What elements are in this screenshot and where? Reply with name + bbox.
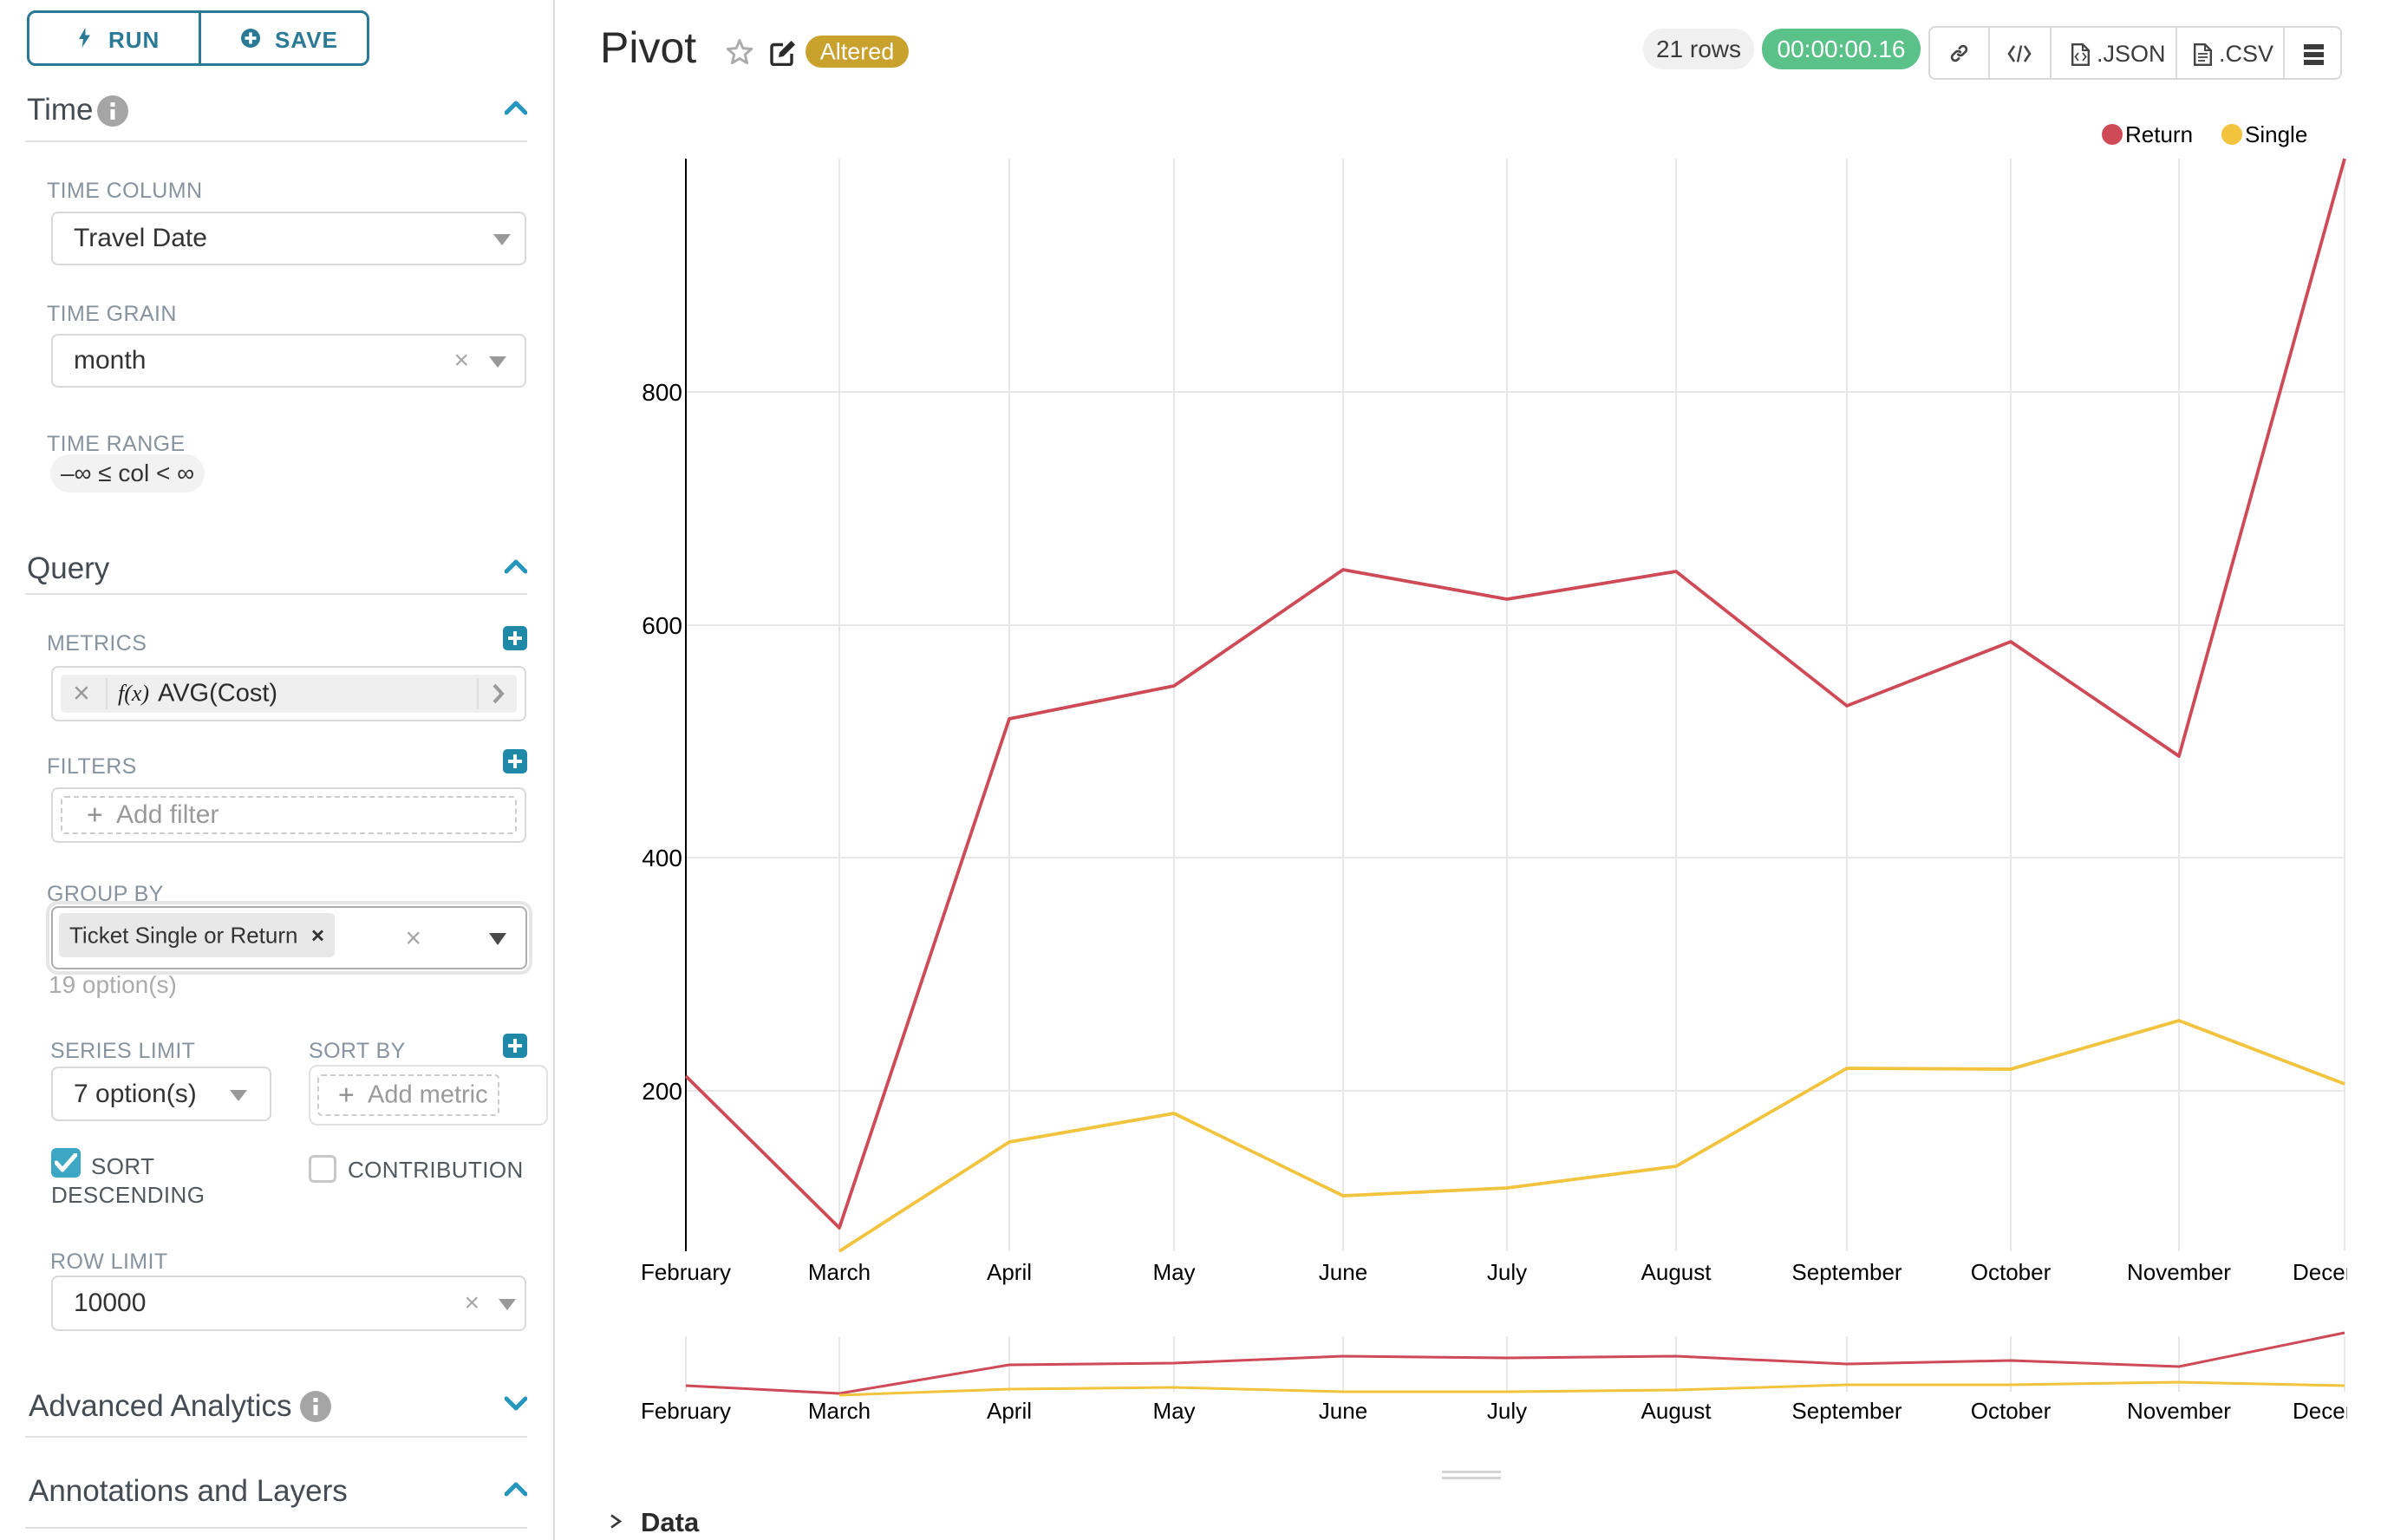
svg-text:November: November xyxy=(2127,1259,2231,1285)
svg-text:March: March xyxy=(808,1398,871,1424)
svg-text:June: June xyxy=(1319,1259,1367,1285)
svg-text:December: December xyxy=(2293,1398,2347,1424)
svg-text:April: April xyxy=(987,1398,1032,1424)
svg-text:May: May xyxy=(1152,1259,1195,1285)
svg-text:February: February xyxy=(641,1398,731,1424)
svg-text:600: 600 xyxy=(642,612,682,639)
svg-text:August: August xyxy=(1641,1398,1712,1424)
svg-text:November: November xyxy=(2127,1398,2231,1424)
svg-text:July: July xyxy=(1487,1259,1527,1285)
svg-text:July: July xyxy=(1487,1398,1527,1424)
svg-text:October: October xyxy=(1971,1259,2052,1285)
svg-text:September: September xyxy=(1791,1398,1902,1424)
svg-text:Single: Single xyxy=(2245,121,2307,147)
svg-text:400: 400 xyxy=(642,845,682,871)
svg-text:September: September xyxy=(1791,1259,1902,1285)
svg-text:May: May xyxy=(1152,1398,1195,1424)
svg-text:200: 200 xyxy=(642,1078,682,1105)
svg-text:August: August xyxy=(1641,1259,1712,1285)
svg-text:October: October xyxy=(1971,1398,2052,1424)
svg-text:February: February xyxy=(641,1259,731,1285)
svg-text:April: April xyxy=(987,1259,1032,1285)
svg-text:June: June xyxy=(1319,1398,1367,1424)
svg-text:March: March xyxy=(808,1259,871,1285)
svg-text:800: 800 xyxy=(642,379,682,406)
svg-text:Return: Return xyxy=(2125,121,2193,147)
svg-text:December: December xyxy=(2293,1259,2347,1285)
